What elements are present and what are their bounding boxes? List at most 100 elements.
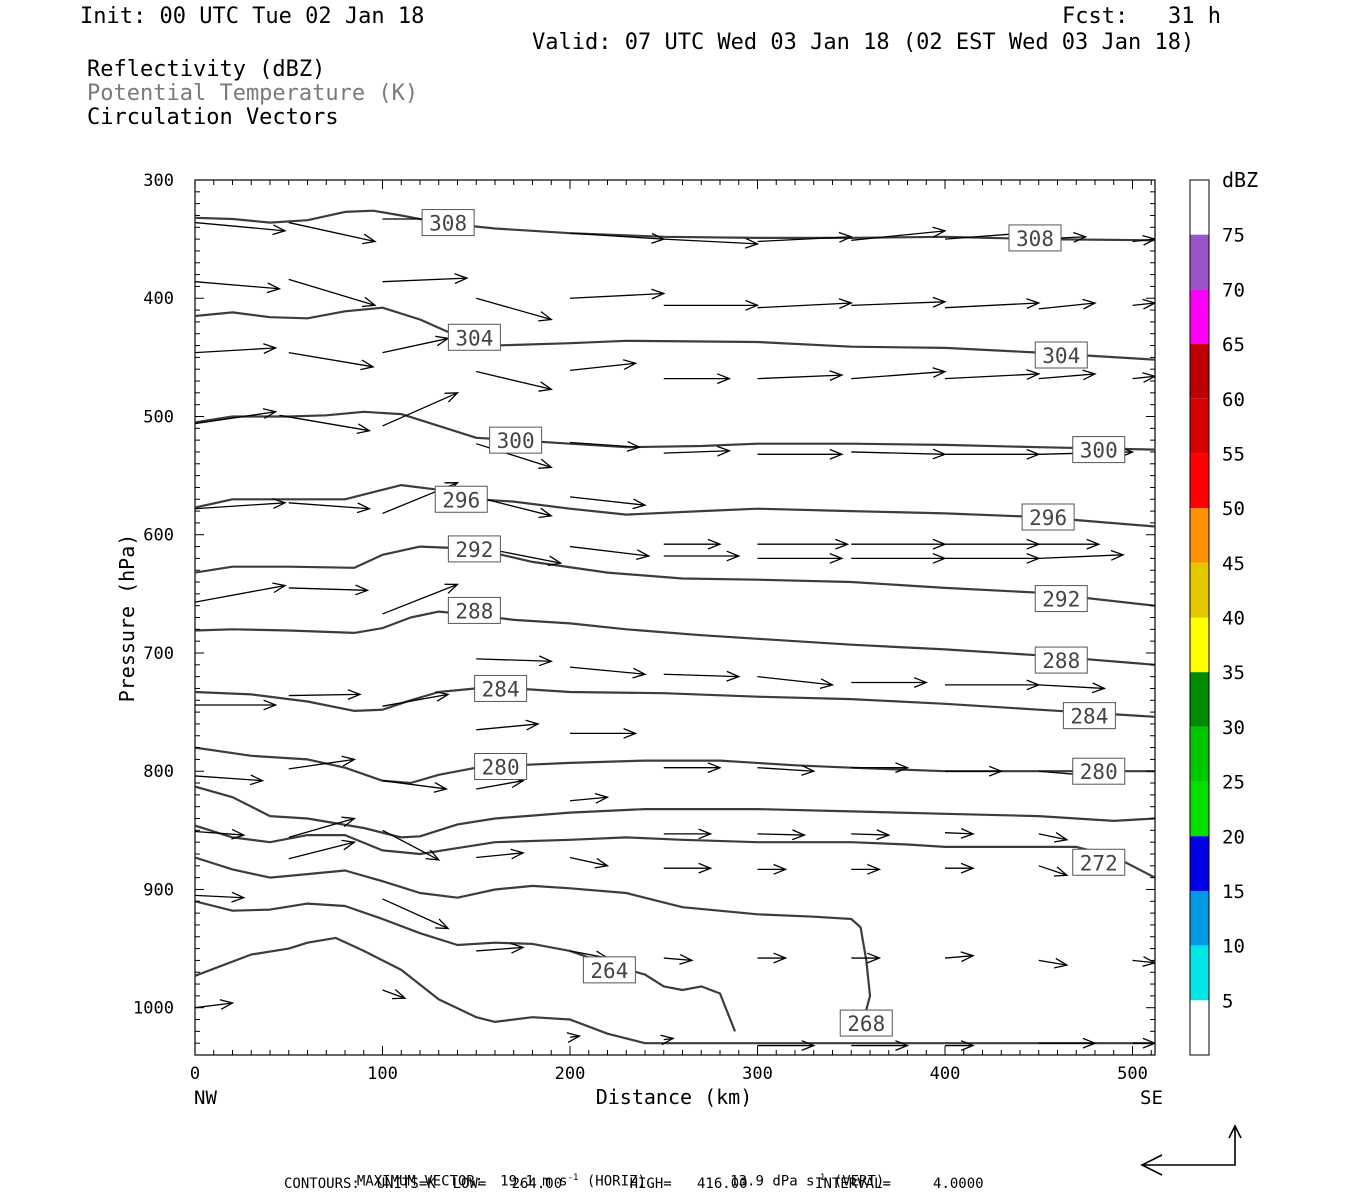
contour-label-308: 308 xyxy=(421,209,475,237)
contour-label-box xyxy=(447,323,501,351)
vector-head xyxy=(266,282,282,294)
circulation-vector xyxy=(945,862,975,874)
circulation-vector xyxy=(382,780,449,793)
circulation-vector xyxy=(851,829,891,841)
vector-head xyxy=(272,224,287,236)
vector-shaft xyxy=(569,232,664,240)
vector-head xyxy=(707,762,722,774)
vector-head xyxy=(435,691,450,702)
contour-label-292: 292 xyxy=(1034,585,1088,613)
circulation-vector xyxy=(851,1040,910,1052)
vector-head xyxy=(1086,538,1101,550)
y-tick-label: 1000 xyxy=(133,999,174,1019)
vector-head xyxy=(435,918,450,930)
contour-label-288: 288 xyxy=(447,596,501,624)
circulation-vector xyxy=(944,298,1041,309)
contour-label-text: 288 xyxy=(455,599,493,623)
circulation-vector xyxy=(476,496,554,519)
vector-shaft xyxy=(476,370,552,390)
y-axis-title: Pressure (hPa) xyxy=(115,534,139,703)
circulation-vector xyxy=(757,829,807,841)
colorbar-swatch xyxy=(1190,890,1209,946)
vector-head xyxy=(219,999,235,1010)
vector-head xyxy=(622,359,638,370)
contour-label-text: 284 xyxy=(1070,705,1108,729)
colorbar-swatch xyxy=(1190,726,1209,782)
vector-shaft xyxy=(195,830,244,836)
vector-shaft xyxy=(288,278,376,306)
vector-head xyxy=(341,816,357,828)
contour-label-300: 300 xyxy=(1072,436,1126,464)
vector-head xyxy=(231,828,246,840)
circulation-vector xyxy=(757,1040,816,1052)
vector-shaft xyxy=(569,362,636,372)
theta-contour-264 xyxy=(195,900,737,1032)
y-tick-label: 900 xyxy=(143,880,174,900)
circulation-vector xyxy=(382,392,460,427)
circulation-vector xyxy=(1038,832,1069,843)
colorbar-swatch xyxy=(1190,453,1209,509)
vector-head xyxy=(249,774,265,786)
vector-head xyxy=(932,367,947,378)
x-tick-label: 400 xyxy=(930,1064,961,1084)
vector-head xyxy=(895,762,910,774)
vector-shaft xyxy=(476,297,552,321)
vector-head xyxy=(829,552,844,564)
vector-shaft xyxy=(382,392,458,427)
vector-head xyxy=(510,848,525,860)
colorbar-frame xyxy=(1189,179,1210,1056)
vector-head xyxy=(1082,369,1097,381)
x-endpoint-right: SE xyxy=(1140,1087,1163,1109)
circulation-vector xyxy=(195,343,278,354)
circulation-vector xyxy=(195,498,287,510)
colorbar-title: dBZ xyxy=(1222,168,1258,192)
vector-shaft xyxy=(195,281,280,290)
vector-shaft xyxy=(944,832,974,835)
vector-head xyxy=(801,1040,816,1052)
vector-shaft xyxy=(288,351,374,368)
vector-shaft xyxy=(195,584,286,603)
circulation-vector xyxy=(851,863,882,875)
colorbar-level-label: 65 xyxy=(1222,334,1245,356)
circulation-vector xyxy=(195,582,287,603)
vector-shaft xyxy=(195,775,263,782)
circulation-vector xyxy=(1132,956,1155,967)
vector-shaft xyxy=(195,411,276,425)
circulation-vector xyxy=(945,1040,975,1052)
vector-head xyxy=(745,299,760,311)
contour-label-box xyxy=(1062,702,1116,730)
circulation-vector xyxy=(382,898,450,930)
circulation-vector xyxy=(851,762,910,774)
vector-head xyxy=(361,296,377,308)
vector-head xyxy=(932,296,947,308)
colorbar-level-label: 15 xyxy=(1222,881,1245,903)
circulation-vector xyxy=(195,891,246,903)
contour-label-296: 296 xyxy=(1021,503,1075,531)
circulation-vector xyxy=(757,298,854,309)
vector-head xyxy=(838,298,854,309)
vector-head xyxy=(707,538,722,550)
colorbar-level-label: 20 xyxy=(1222,826,1245,848)
contour-label-272: 272 xyxy=(1072,848,1126,876)
theta-contour-268 xyxy=(195,856,872,1032)
circulation-vector xyxy=(663,954,694,965)
vector-head xyxy=(913,677,929,689)
contour-label-box xyxy=(582,956,636,984)
contour-label-text: 264 xyxy=(590,959,628,983)
circulation-vector xyxy=(476,719,540,731)
contour-label-box xyxy=(839,1009,893,1037)
vector-head xyxy=(525,719,540,731)
vector-head xyxy=(362,233,377,245)
contour-label-text: 304 xyxy=(455,326,493,350)
circulation-vector xyxy=(476,370,554,392)
contour-label-296: 296 xyxy=(434,485,488,513)
circulation-vector xyxy=(1038,549,1125,561)
colorbar-level-label: 60 xyxy=(1222,389,1245,411)
contour-label-box xyxy=(474,752,528,780)
vector-head xyxy=(698,828,713,840)
circulation-vector xyxy=(288,839,357,860)
theta-contour-296 xyxy=(195,484,1155,528)
circulation-vector xyxy=(851,367,947,380)
vector-head xyxy=(623,727,638,739)
contour-label-280: 280 xyxy=(1072,757,1126,785)
